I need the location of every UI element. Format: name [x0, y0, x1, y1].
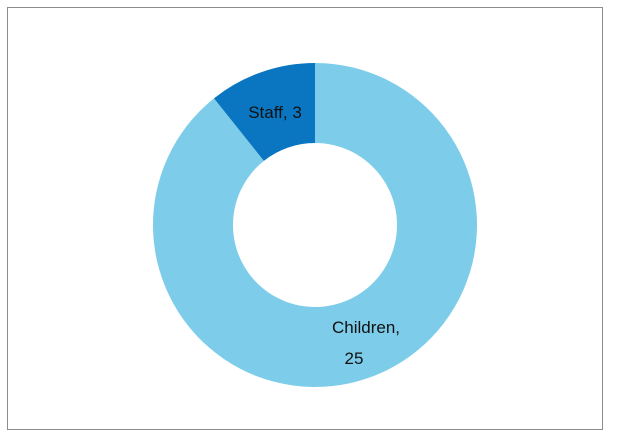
slice-staff [213, 62, 315, 161]
slices-group [153, 62, 477, 387]
slice-label-children-value: 25 [345, 349, 364, 368]
slice-children [153, 63, 477, 387]
slice-label-children-name: Children, [332, 318, 400, 337]
slice-label-staff: Staff, 3 [248, 103, 302, 122]
